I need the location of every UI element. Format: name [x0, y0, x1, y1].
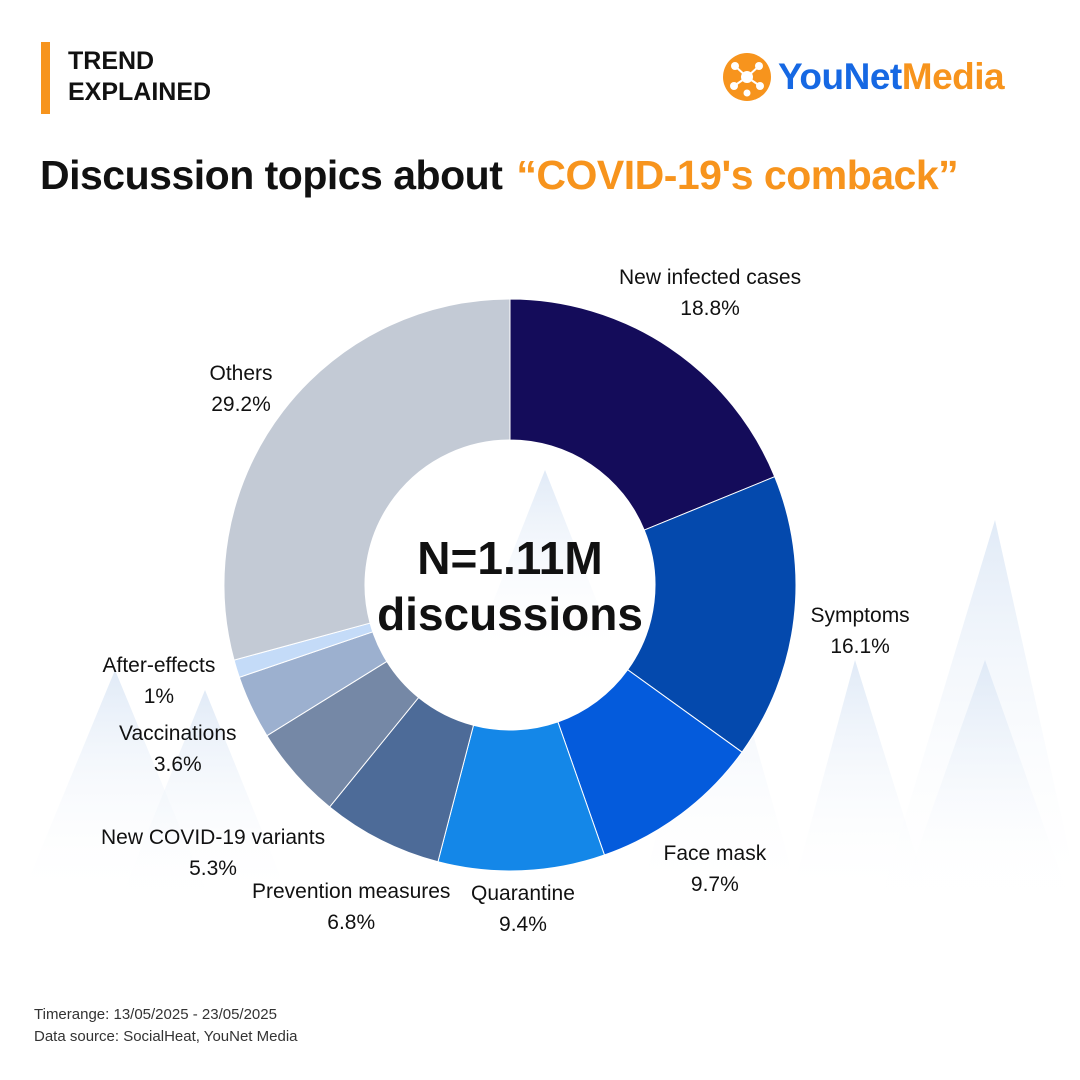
label-face-mask: Face mask 9.7% [664, 838, 767, 900]
label-category: Quarantine [471, 882, 575, 905]
slice-symptoms [626, 476, 797, 753]
header-accent-bar [41, 42, 50, 114]
section-tag-line2: EXPLAINED [68, 78, 212, 106]
slice-new-infected-cases [509, 298, 776, 531]
section-tag-line1: TREND [68, 47, 155, 75]
label-new-covid-19-variants: New COVID-19 variants 5.3% [101, 822, 325, 884]
center-label-line2: discussions [377, 588, 643, 640]
section-tag: TREND EXPLAINED [68, 46, 211, 108]
label-category: New infected cases [619, 266, 802, 289]
label-value: 16.1% [830, 635, 890, 658]
label-prevention-measures: Prevention measures 6.8% [252, 876, 450, 938]
label-value: 3.6% [153, 753, 202, 776]
label-category: After-effects [102, 654, 216, 677]
logo-text-younet: YouNet [778, 56, 902, 97]
slice-others [223, 298, 511, 661]
younet-media-logo: YouNetMedia [722, 50, 1005, 104]
label-after-effects: After-effects 1% [103, 650, 216, 712]
label-value: 18.8% [680, 297, 740, 320]
label-value: 9.7% [690, 873, 739, 896]
label-category: Face mask [663, 842, 767, 865]
label-value: 1% [143, 685, 175, 708]
data-source-text: Data source: SocialHeat, YouNet Media [34, 1028, 298, 1045]
label-value: 29.2% [211, 393, 271, 416]
footer-notes: Timerange: 13/05/2025 - 23/05/2025 Data … [34, 1004, 298, 1048]
logo-text-media: Media [901, 56, 1005, 97]
page-title: Discussion topics about “COVID-19's comba… [40, 152, 959, 199]
title-highlight: “COVID-19's comback” [516, 152, 959, 198]
label-category: Symptoms [810, 604, 910, 627]
label-others: Others 29.2% [210, 358, 273, 420]
label-value: 6.8% [327, 911, 376, 934]
label-new-infected-cases: New infected cases 18.8% [619, 262, 801, 324]
label-category: Prevention measures [252, 880, 451, 903]
label-quarantine: Quarantine 9.4% [471, 878, 575, 940]
donut-center-label: N=1.11M discussions [360, 530, 660, 642]
timerange-text: Timerange: 13/05/2025 - 23/05/2025 [34, 1006, 277, 1023]
label-category: New COVID-19 variants [101, 826, 326, 849]
label-category: Others [209, 362, 273, 385]
title-main: Discussion topics about [40, 152, 503, 198]
label-value: 9.4% [499, 913, 547, 936]
network-dots-icon [723, 53, 771, 101]
label-category: Vaccinations [119, 722, 237, 745]
center-label-line1: N=1.11M [417, 532, 603, 584]
label-vaccinations: Vaccinations 3.6% [119, 718, 237, 780]
label-symptoms: Symptoms 16.1% [811, 600, 910, 662]
label-value: 5.3% [189, 857, 237, 880]
